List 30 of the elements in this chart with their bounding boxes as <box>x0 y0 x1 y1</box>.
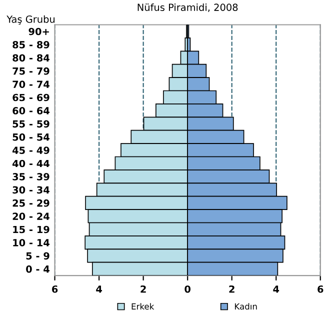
y-tick-label: 75 - 79 <box>12 67 50 75</box>
x-tick-label: 4 <box>273 286 280 293</box>
x-tick-label: 2 <box>229 285 234 293</box>
x-tick-label: 6 <box>318 285 324 293</box>
y-tick-label: 25 - 29 <box>12 199 50 207</box>
y-axis-title: Yaş Grubu <box>6 15 54 25</box>
y-tick-label: 40 - 44 <box>12 160 50 168</box>
legend-label: Kadın <box>234 303 257 310</box>
y-tick-label: 90+ <box>28 28 49 36</box>
y-tick-label: 70 - 74 <box>12 80 50 88</box>
y-tick-label: 0 - 4 <box>26 265 50 273</box>
x-tick-label: 2 <box>140 285 146 293</box>
y-tick-label: 15 - 19 <box>13 226 50 234</box>
y-tick-label: 20 - 24 <box>12 212 50 220</box>
y-tick-label: 45 - 49 <box>12 146 50 154</box>
y-tick-label: 55 - 59 <box>12 120 50 128</box>
y-tick-label: 35 - 39 <box>12 173 50 180</box>
chart-title: Nüfus Piramidi, 2008 <box>138 3 238 12</box>
legend-label: Erkek <box>132 303 154 310</box>
y-tick-label: 65 - 69 <box>12 94 50 102</box>
y-tick-label: 5 - 9 <box>26 252 50 260</box>
y-tick-label: 50 - 54 <box>12 133 50 141</box>
y-tick-label: 80 - 84 <box>12 54 50 62</box>
y-tick-label: 10 - 14 <box>13 239 50 246</box>
x-tick-label: 0 <box>184 285 190 293</box>
y-tick-label: 30 - 34 <box>12 186 50 194</box>
y-tick-label: 60 - 64 <box>12 107 50 114</box>
x-tick-label: 6 <box>52 285 58 293</box>
y-tick-label: 85 - 89 <box>12 41 50 48</box>
x-tick-label: 4 <box>96 286 102 293</box>
